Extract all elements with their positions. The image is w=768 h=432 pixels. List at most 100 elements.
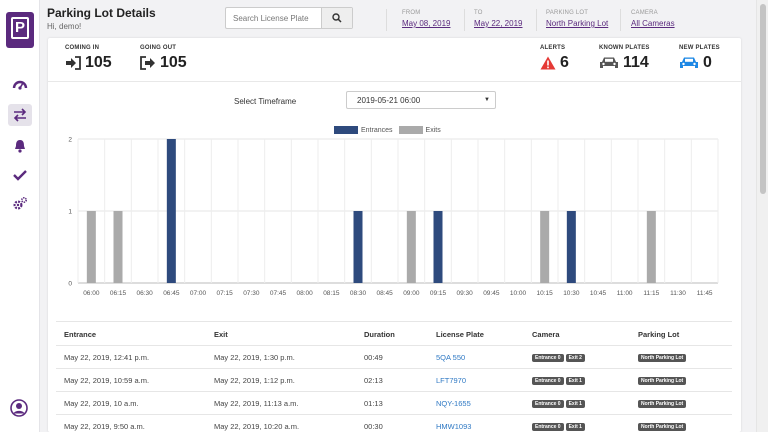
- stat-known-plates: KNOWN PLATES 114: [599, 45, 650, 72]
- timeframe-select[interactable]: 2019-05-21 06:00 ▼: [346, 91, 496, 109]
- camera-badge: Entrance 0: [532, 354, 564, 362]
- x-tick-label: 07:00: [190, 290, 207, 297]
- filter-from-value[interactable]: May 08, 2019: [402, 19, 451, 28]
- table-row[interactable]: May 22, 2019, 12:41 p.m. May 22, 2019, 1:…: [56, 345, 732, 368]
- x-tick-label: 06:30: [137, 290, 154, 297]
- x-tick-label: 07:30: [243, 290, 260, 297]
- user-circle-icon[interactable]: [10, 399, 28, 417]
- cell-duration: 01:13: [364, 399, 383, 408]
- x-tick-label: 10:30: [563, 290, 580, 297]
- cell-license-plate[interactable]: LFT7970: [436, 376, 467, 385]
- divider: [386, 9, 387, 31]
- camera-badge: Exit 1: [565, 400, 585, 408]
- filter-camera-value[interactable]: All Cameras: [631, 19, 675, 28]
- col-exit[interactable]: Exit: [214, 330, 228, 339]
- bar-exits: [113, 211, 123, 283]
- divider: [620, 9, 621, 31]
- filter-parking-lot-value[interactable]: North Parking Lot: [546, 19, 609, 28]
- scrollbar-thumb[interactable]: [760, 4, 766, 194]
- cell-entrance: May 22, 2019, 12:41 p.m.: [64, 353, 150, 362]
- logo-letter: P: [11, 17, 29, 39]
- visits-table: Entrance Exit Duration License Plate Cam…: [56, 321, 732, 432]
- x-tick-label: 07:15: [217, 290, 234, 297]
- table-row[interactable]: May 22, 2019, 10:59 a.m. May 22, 2019, 1:…: [56, 368, 732, 391]
- parking-lot-badge: North Parking Lot: [638, 377, 687, 385]
- cell-exit: May 22, 2019, 11:13 a.m.: [214, 399, 299, 408]
- legend-entrances[interactable]: Entrances: [361, 126, 393, 134]
- greeting: Hi, demo!: [47, 22, 82, 31]
- col-entrance[interactable]: Entrance: [64, 330, 97, 339]
- bar-entrances: [353, 211, 363, 283]
- stat-new-plates-value: 0: [703, 54, 712, 71]
- cell-parking-lot: North Parking Lot: [638, 398, 688, 408]
- divider: [536, 9, 537, 31]
- stat-new-plates: NEW PLATES 0: [679, 45, 720, 72]
- cell-parking-lot: North Parking Lot: [638, 421, 688, 431]
- bell-icon[interactable]: [8, 135, 32, 157]
- cell-exit: May 22, 2019, 1:12 p.m.: [214, 376, 295, 385]
- filter-camera[interactable]: CAMERA All Cameras: [631, 10, 675, 28]
- camera-badge: Entrance 0: [532, 423, 564, 431]
- cell-parking-lot: North Parking Lot: [638, 375, 688, 385]
- cell-entrance: May 22, 2019, 10 a.m.: [64, 399, 139, 408]
- stat-going-out-label: GOING OUT: [140, 45, 177, 51]
- header: Parking Lot Details Hi, demo! FROM May 0…: [40, 0, 768, 38]
- cell-license-plate[interactable]: HMW1093: [436, 422, 472, 431]
- filter-parking-lot[interactable]: PARKING LOT North Parking Lot: [546, 10, 608, 28]
- x-tick-label: 06:15: [110, 290, 127, 297]
- scrollbar[interactable]: [756, 0, 768, 432]
- bar-entrances: [166, 139, 176, 283]
- cell-camera: Entrance 0 Exit 1: [532, 375, 587, 385]
- chart-legend: Entrances Exits: [334, 126, 441, 134]
- parking-lot-badge: North Parking Lot: [638, 400, 687, 408]
- stat-coming-in: COMING IN 105: [65, 45, 112, 72]
- bar-exits: [540, 211, 550, 283]
- x-tick-label: 09:00: [403, 290, 420, 297]
- dashboard-icon[interactable]: [8, 74, 32, 96]
- x-tick-label: 08:30: [350, 290, 367, 297]
- filter-camera-label: CAMERA: [631, 10, 658, 16]
- search-box: [225, 7, 353, 29]
- search-button[interactable]: [321, 8, 352, 28]
- sign-out-icon: [140, 56, 155, 70]
- filter-to-value[interactable]: May 22, 2019: [474, 19, 523, 28]
- x-tick-label: 07:45: [270, 290, 287, 297]
- filter-parking-lot-label: PARKING LOT: [546, 10, 589, 16]
- table-row[interactable]: May 22, 2019, 9:50 a.m. May 22, 2019, 10:…: [56, 414, 732, 432]
- x-tick-label: 11:15: [643, 290, 659, 297]
- settings-gears-icon[interactable]: [8, 193, 32, 215]
- legend-exits[interactable]: Exits: [425, 126, 441, 134]
- filter-to-label: TO: [474, 10, 483, 16]
- cell-duration: 00:49: [364, 353, 383, 362]
- transfer-arrows-icon[interactable]: [8, 104, 32, 126]
- cell-duration: 00:30: [364, 422, 383, 431]
- x-tick-label: 11:45: [697, 290, 713, 297]
- cell-duration: 02:13: [364, 376, 383, 385]
- bar-entrances: [433, 211, 443, 283]
- cell-license-plate[interactable]: NQY-1655: [436, 399, 471, 408]
- cell-exit: May 22, 2019, 10:20 a.m.: [214, 422, 300, 431]
- page-title: Parking Lot Details: [47, 6, 156, 20]
- filter-to[interactable]: TO May 22, 2019: [474, 10, 522, 28]
- cell-license-plate[interactable]: 5QA 550: [436, 353, 466, 362]
- x-tick-label: 10:45: [590, 290, 607, 297]
- x-tick-label: 11:00: [617, 290, 633, 297]
- sign-in-icon: [66, 56, 81, 70]
- car-icon: [680, 57, 698, 68]
- app-logo[interactable]: P: [6, 12, 34, 48]
- search-input[interactable]: [226, 8, 321, 28]
- table-row[interactable]: May 22, 2019, 10 a.m. May 22, 2019, 11:13…: [56, 391, 732, 414]
- stats-bar: COMING IN 105 GOING OUT 105 ALERTS 6 KNO…: [48, 38, 741, 82]
- col-license-plate[interactable]: License Plate: [436, 330, 484, 339]
- table-header: Entrance Exit Duration License Plate Cam…: [56, 321, 732, 345]
- stat-going-out-value: 105: [160, 54, 187, 71]
- col-camera[interactable]: Camera: [532, 330, 560, 339]
- filter-from[interactable]: FROM May 08, 2019: [402, 10, 450, 28]
- col-duration[interactable]: Duration: [364, 330, 395, 339]
- x-tick-label: 06:45: [163, 290, 180, 297]
- x-tick-label: 08:45: [377, 290, 394, 297]
- col-parking-lot[interactable]: Parking Lot: [638, 330, 680, 339]
- stat-alerts: ALERTS 6: [540, 45, 569, 72]
- check-icon[interactable]: [8, 164, 32, 186]
- camera-badge: Entrance 0: [532, 377, 564, 385]
